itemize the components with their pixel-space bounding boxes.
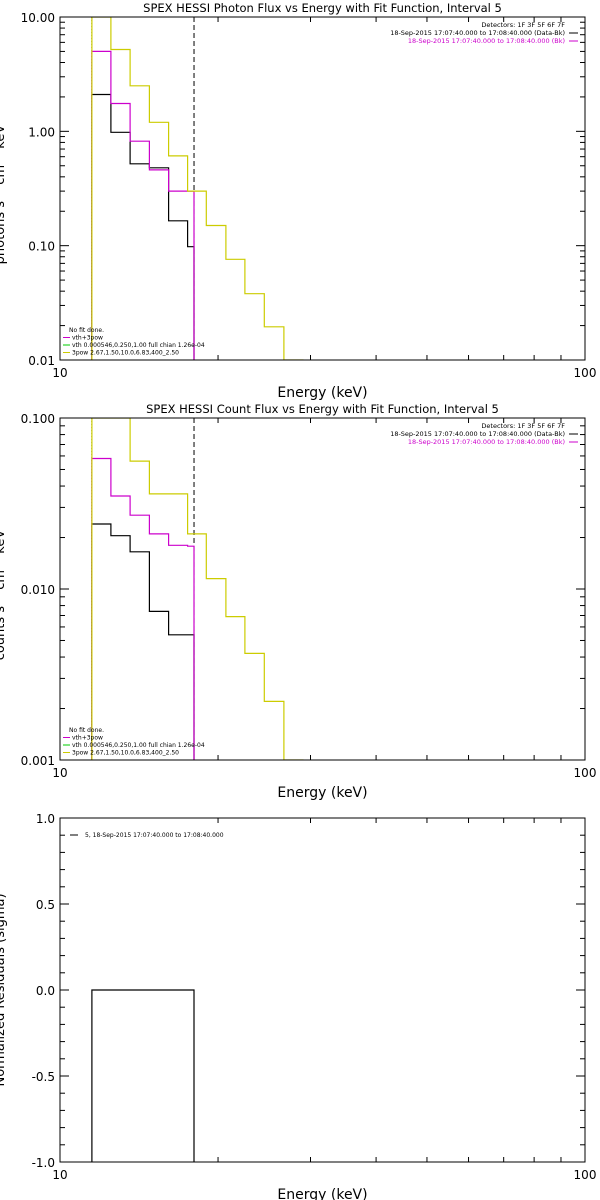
y-tick-label: 10.00 — [21, 11, 55, 25]
plot-frame — [59, 16, 586, 361]
fit-legend-text: 5, 18-Sep-2015 17:07:40.000 to 17:08:40.… — [85, 832, 224, 839]
y-tick-label: 1.00 — [28, 125, 55, 139]
x-tick-label: 100 — [574, 366, 597, 380]
series-step-line — [91, 457, 195, 760]
y-tick-label: 0.010 — [21, 583, 55, 597]
fit-legend-text: vth 0.000546,0.250,1.00 full chian 1.26e… — [72, 742, 205, 749]
x-tick-label: 10 — [52, 1168, 67, 1182]
y-axis-label: counts s⁻¹ cm⁻² keV⁻¹ — [0, 518, 8, 661]
fit-legend-text: vth+3pow — [72, 735, 103, 742]
series-group — [91, 17, 304, 360]
y-tick-label: -1.0 — [32, 1156, 55, 1170]
series-step-line — [91, 50, 195, 360]
x-axis-label: Energy (keV) — [277, 785, 367, 800]
residuals-chart: 10 100 Energy (keV) -1.0 -0.5 0.0 0.5 1.0 Normal… — [0, 812, 597, 1200]
header-line: Detectors: 1F 3F 5F 6F 7F — [481, 21, 565, 29]
fit-legend-text: No fit done. — [69, 727, 104, 734]
y-tick-label: 0.5 — [36, 898, 55, 912]
series-step-line — [91, 523, 195, 760]
x-tick-label: 100 — [574, 766, 597, 780]
header-line: 18-Sep-2015 17:07:40.000 to 17:08:40.000… — [390, 29, 565, 37]
x-axis-label: Energy (keV) — [277, 1187, 367, 1200]
photon-flux-chart: SPEX HESSI Photon Flux vs Energy with Fi… — [0, 1, 597, 400]
y-axis-label: photons s⁻¹ cm⁻² keV⁻¹ — [0, 113, 8, 265]
x-tick-label: 10 — [52, 366, 67, 380]
series-step-line — [91, 418, 304, 760]
series-group — [91, 418, 304, 760]
series-step-line — [91, 17, 304, 360]
y-tick-label: 1.0 — [36, 812, 55, 826]
fit-legend-text: No fit done. — [69, 327, 104, 334]
y-tick-label: 0.001 — [21, 754, 55, 768]
series-group — [91, 989, 195, 1162]
header-line: 18-Sep-2015 17:07:40.000 to 17:08:40.000… — [408, 37, 565, 45]
chart-title: SPEX HESSI Photon Flux vs Energy with Fi… — [143, 1, 502, 15]
y-axis-label: Normalized Residuals (sigma) — [0, 893, 8, 1086]
y-tick-label: 0.10 — [28, 240, 55, 254]
fit-legend-text: vth+3pow — [72, 335, 103, 342]
series-step-line — [91, 989, 195, 1162]
count-flux-chart: SPEX HESSI Count Flux vs Energy with Fit… — [0, 402, 597, 800]
x-tick-label: 100 — [574, 1168, 597, 1182]
chart-title: SPEX HESSI Count Flux vs Energy with Fit… — [146, 402, 499, 416]
header-line: 18-Sep-2015 17:07:40.000 to 17:08:40.000… — [408, 438, 565, 446]
x-tick-label: 10 — [52, 766, 67, 780]
y-tick-label: -0.5 — [32, 1070, 55, 1084]
fit-legend-text: 3pow 2.67,1.50,10.0,6.83,400_2.50 — [72, 350, 179, 357]
fit-legend-text: 3pow 2.67,1.50,10.0,6.83,400_2.50 — [72, 750, 179, 757]
y-tick-label: 0.0 — [36, 984, 55, 998]
header-line: 18-Sep-2015 17:07:40.000 to 17:08:40.000… — [390, 430, 565, 438]
fit-legend-text: vth 0.000546,0.250,1.00 full chian 1.26e… — [72, 342, 205, 349]
y-tick-label: 0.100 — [21, 412, 55, 426]
header-line: Detectors: 1F 3F 5F 6F 7F — [481, 422, 565, 430]
y-tick-label: 0.01 — [28, 354, 55, 368]
plot-frame — [59, 417, 586, 761]
x-axis-label: Energy (keV) — [277, 385, 367, 400]
series-step-line — [91, 93, 195, 360]
